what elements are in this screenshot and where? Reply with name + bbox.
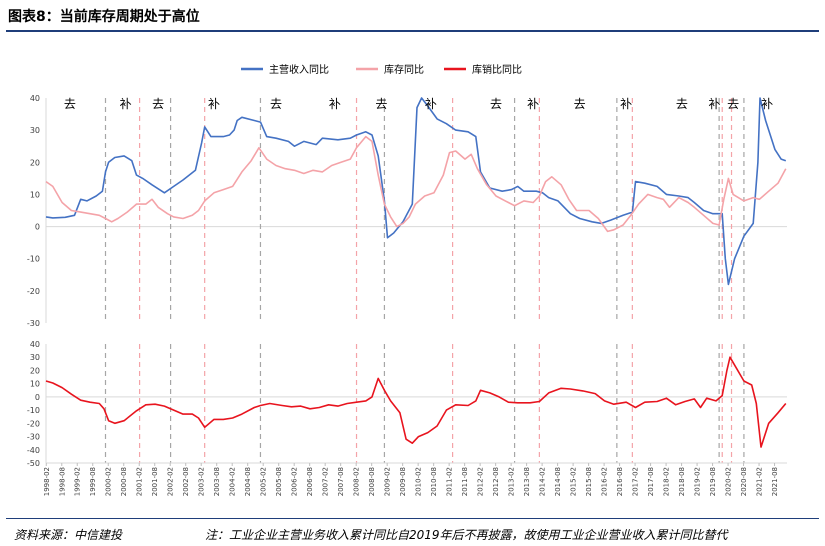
x-tick-label: 1999-08 (89, 467, 97, 496)
y-tick-label: 0 (35, 223, 40, 232)
x-tick-label: 2012-08 (492, 467, 500, 496)
cycle-annotation: 去 (152, 97, 164, 111)
y-tick-label: -20 (27, 419, 40, 428)
y-tick-label: 40 (30, 340, 40, 349)
x-tick-label: 2006-08 (306, 467, 314, 496)
source-text: 资料来源：中信建投 (14, 528, 123, 542)
x-tick-label: 2019-08 (709, 467, 717, 496)
x-tick-label: 2006-02 (291, 467, 299, 496)
cycle-annotation: 补 (761, 97, 773, 111)
y-tick-label: 20 (30, 366, 40, 375)
cycle-annotation: 去 (270, 97, 282, 111)
top-chart-panel: 403020100-10-20-30去补去补去补去补去补去补去补去补 (27, 94, 787, 328)
y-tick-label: 30 (30, 353, 40, 362)
x-tick-label: 2012-02 (477, 467, 485, 496)
x-tick-label: 2003-08 (213, 467, 221, 496)
chart-legend: 主营收入同比 库存同比 库销比同比 (241, 63, 522, 76)
x-tick-label: 2003-02 (198, 467, 206, 496)
x-tick-label: 2009-02 (384, 467, 392, 496)
x-tick-label: 2018-08 (678, 467, 686, 496)
y-tick-label: 20 (30, 158, 40, 167)
cycle-annotation: 补 (208, 97, 220, 111)
x-tick-label: 2019-02 (694, 467, 702, 496)
x-tick-label: 2015-08 (585, 467, 593, 496)
x-tick-label: 2000-02 (105, 467, 113, 496)
series-line-0 (45, 356, 787, 448)
x-tick-label: 2000-08 (120, 467, 128, 496)
cycle-annotation: 补 (120, 97, 132, 111)
legend-label: 主营收入同比 (269, 63, 329, 76)
page-title: 图表8：当前库存周期处于高位 (8, 9, 200, 25)
x-axis: 1998-02 1998-08 1999-02 1999-08 2000-02 2000-… (43, 462, 787, 496)
y-tick-label: 10 (30, 190, 40, 199)
cycle-annotation: 去 (490, 97, 502, 111)
x-tick-label: 2010-02 (415, 467, 423, 496)
x-tick-label: 2004-08 (244, 467, 252, 496)
x-tick-label: 2001-08 (151, 467, 159, 496)
legend-label: 库存同比 (384, 63, 424, 76)
cycle-annotation: 去 (727, 97, 739, 111)
x-tick-label: 2013-08 (523, 467, 531, 496)
cycle-annotation: 去 (676, 97, 688, 111)
x-tick-label: 2008-08 (368, 467, 376, 496)
x-tick-label: 2008-02 (353, 467, 361, 496)
x-tick-label: 2020-02 (725, 467, 733, 496)
x-tick-label: 2016-08 (616, 467, 624, 496)
x-tick-label: 2016-02 (601, 467, 609, 496)
x-tick-label: 2005-02 (260, 467, 268, 496)
cycle-annotation: 补 (527, 97, 539, 111)
x-tick-label: 2001-02 (136, 467, 144, 496)
x-tick-label: 2018-02 (663, 467, 671, 496)
cycle-annotation: 去 (64, 97, 76, 111)
x-tick-label: 2021-08 (771, 467, 779, 496)
x-tick-label: 2013-02 (508, 467, 516, 496)
legend-label: 库销比同比 (472, 63, 522, 76)
source-divider (6, 518, 819, 519)
y-tick-label: -10 (27, 406, 40, 415)
x-tick-label: 1999-02 (74, 467, 82, 496)
y-tick-label: 10 (30, 380, 40, 389)
cycle-annotation: 补 (329, 97, 341, 111)
y-tick-label: 0 (35, 393, 40, 402)
x-tick-label: 2021-02 (756, 467, 764, 496)
x-tick-label: 2002-08 (182, 467, 190, 496)
note-text: 注：工业企业主营业务收入累计同比自2019年后不再披露，故使用工业企业营业收入累… (205, 528, 728, 542)
y-tick-label: -40 (27, 446, 40, 455)
x-tick-label: 2017-02 (632, 467, 640, 496)
title-divider (6, 30, 819, 32)
x-tick-label: 1998-02 (43, 467, 51, 496)
x-tick-label: 2002-02 (167, 467, 175, 496)
y-tick-label: -10 (27, 255, 40, 264)
y-tick-label: -30 (27, 433, 40, 442)
series-line-1 (45, 135, 787, 233)
x-tick-label: 2014-08 (554, 467, 562, 496)
x-tick-label: 2007-02 (322, 467, 330, 496)
x-tick-label: 2004-02 (229, 467, 237, 496)
cycle-annotation: 补 (708, 97, 720, 111)
y-tick-label: 30 (30, 126, 40, 135)
cycle-annotation: 补 (620, 97, 632, 111)
x-tick-label: 2009-08 (399, 467, 407, 496)
y-tick-label: -30 (27, 319, 40, 328)
x-tick-label: 2011-02 (446, 467, 454, 496)
x-tick-label: 2011-08 (461, 467, 469, 496)
cycle-annotation: 去 (375, 97, 387, 111)
y-tick-label: -50 (27, 459, 40, 468)
x-tick-label: 2017-08 (647, 467, 655, 496)
x-tick-label: 2014-02 (539, 467, 547, 496)
x-tick-label: 2020-08 (740, 467, 748, 496)
bottom-chart-panel: 40 30 20 10 0 -10 -20 -30 -40 -50 (27, 340, 787, 468)
series-line-0 (45, 97, 787, 286)
cycle-annotation: 去 (574, 97, 586, 111)
x-tick-label: 2010-08 (430, 467, 438, 496)
y-tick-label: 40 (30, 94, 40, 103)
y-tick-label: -20 (27, 287, 40, 296)
x-tick-label: 2005-08 (275, 467, 283, 496)
x-tick-label: 2007-08 (337, 467, 345, 496)
x-tick-label: 1998-08 (58, 467, 66, 496)
cycle-annotation: 补 (425, 97, 437, 111)
x-tick-label: 2015-02 (570, 467, 578, 496)
